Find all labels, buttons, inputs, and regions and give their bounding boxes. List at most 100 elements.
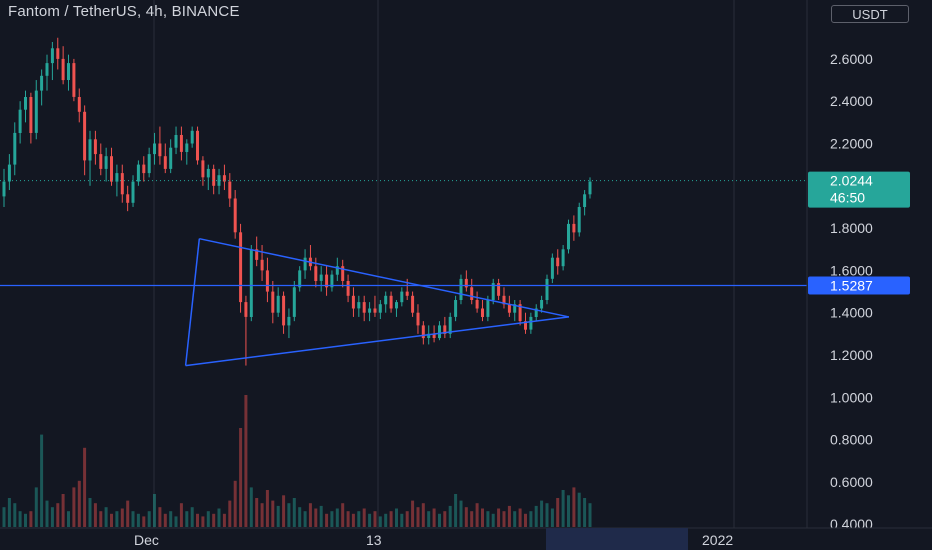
volume-bar	[185, 511, 189, 527]
candle-body	[298, 270, 302, 288]
candle-body	[163, 156, 167, 169]
time-label-dec: Dec	[134, 532, 159, 548]
candle-body	[443, 325, 447, 334]
price-axis-panel[interactable]	[807, 0, 932, 528]
volume-bar	[454, 494, 458, 527]
volume-bar	[104, 507, 108, 527]
candle-body	[491, 283, 495, 300]
volume-bar	[475, 503, 479, 527]
candle-body	[454, 300, 458, 317]
volume-bar	[395, 508, 398, 527]
candle-body	[131, 181, 135, 203]
volume-bar	[169, 511, 173, 527]
candle-body	[448, 316, 452, 334]
candle-body	[67, 63, 70, 80]
volume-bar	[271, 500, 275, 527]
volume-bar	[314, 508, 318, 527]
volume-bar	[190, 507, 194, 527]
candle-body	[362, 302, 366, 313]
price-tick-label: 1.0000	[830, 389, 873, 405]
volume-bar	[588, 503, 592, 527]
candle-body	[255, 249, 259, 260]
candle-body	[319, 274, 323, 281]
volume-bar	[518, 508, 522, 527]
volume-bar	[534, 505, 538, 527]
volume-bar	[110, 513, 113, 527]
volume-bar	[7, 498, 11, 527]
candle-body	[486, 300, 490, 317]
volume-bar	[421, 503, 425, 527]
candle-body	[583, 194, 587, 207]
candle-body	[427, 333, 431, 338]
volume-bar	[330, 511, 334, 527]
candle-body	[77, 97, 81, 112]
volume-bar	[67, 511, 70, 527]
volume-bar	[400, 513, 404, 527]
volume-bar	[481, 508, 484, 527]
volume-bar	[158, 507, 162, 527]
volume-bar	[443, 511, 447, 527]
countdown-label: 46:50	[830, 190, 865, 206]
volume-bar	[260, 503, 264, 527]
drawings[interactable]	[184, 237, 570, 367]
candle-body	[228, 181, 232, 199]
volume-bars	[2, 395, 592, 527]
candle-body	[341, 266, 345, 281]
candle-body	[185, 143, 189, 152]
volume-bar	[34, 487, 38, 527]
volume-bar	[373, 511, 377, 527]
candle-body	[384, 295, 388, 305]
candle-body	[282, 295, 286, 326]
candle-body	[239, 232, 243, 303]
volume-bar	[255, 498, 259, 527]
candle-body	[136, 164, 140, 182]
candle-body	[513, 304, 517, 313]
volume-bar	[56, 503, 60, 527]
price-tick-label: 1.6000	[830, 262, 873, 278]
volume-bar	[298, 507, 302, 527]
candle-body	[292, 287, 296, 317]
candle-body	[314, 266, 318, 281]
price-tick-label: 2.6000	[830, 51, 873, 67]
candle-body	[83, 111, 87, 161]
volume-bar	[341, 503, 345, 527]
volume-bar	[50, 507, 54, 527]
volume-bar	[405, 511, 409, 527]
candle-body	[126, 194, 130, 203]
candle-body	[196, 130, 199, 161]
candle-body	[416, 312, 420, 326]
candle-body	[18, 109, 22, 133]
volume-bar	[583, 498, 587, 527]
volume-bar	[572, 487, 576, 527]
candle-body	[276, 295, 280, 313]
candle-body	[110, 156, 113, 182]
candle-body	[93, 139, 97, 155]
volume-bar	[384, 513, 388, 527]
volume-bar	[142, 516, 146, 527]
price-tick-label: 1.8000	[830, 220, 873, 236]
last-price-badge	[808, 171, 910, 208]
volume-bar	[24, 513, 27, 527]
volume-bar	[18, 511, 22, 527]
volume-bar	[368, 513, 372, 527]
price-tick-label: 2.4000	[830, 93, 873, 109]
volume-bar	[115, 511, 119, 527]
volume-bar	[357, 511, 361, 527]
candle-body	[357, 302, 361, 309]
candle-body	[351, 295, 355, 309]
candle-body	[507, 304, 511, 313]
volume-bar	[561, 490, 565, 527]
currency-button[interactable]: USDT	[831, 5, 909, 23]
candle-body	[88, 139, 92, 161]
volume-bar	[308, 503, 312, 527]
time-label-2022: 2022	[702, 532, 733, 548]
volume-bar	[120, 508, 124, 527]
candle-body	[325, 274, 329, 288]
time-axis-panel[interactable]	[0, 528, 932, 550]
volume-bar	[228, 500, 232, 527]
volume-bar	[222, 513, 226, 527]
volume-bar	[292, 498, 296, 527]
candle-body	[567, 223, 570, 250]
